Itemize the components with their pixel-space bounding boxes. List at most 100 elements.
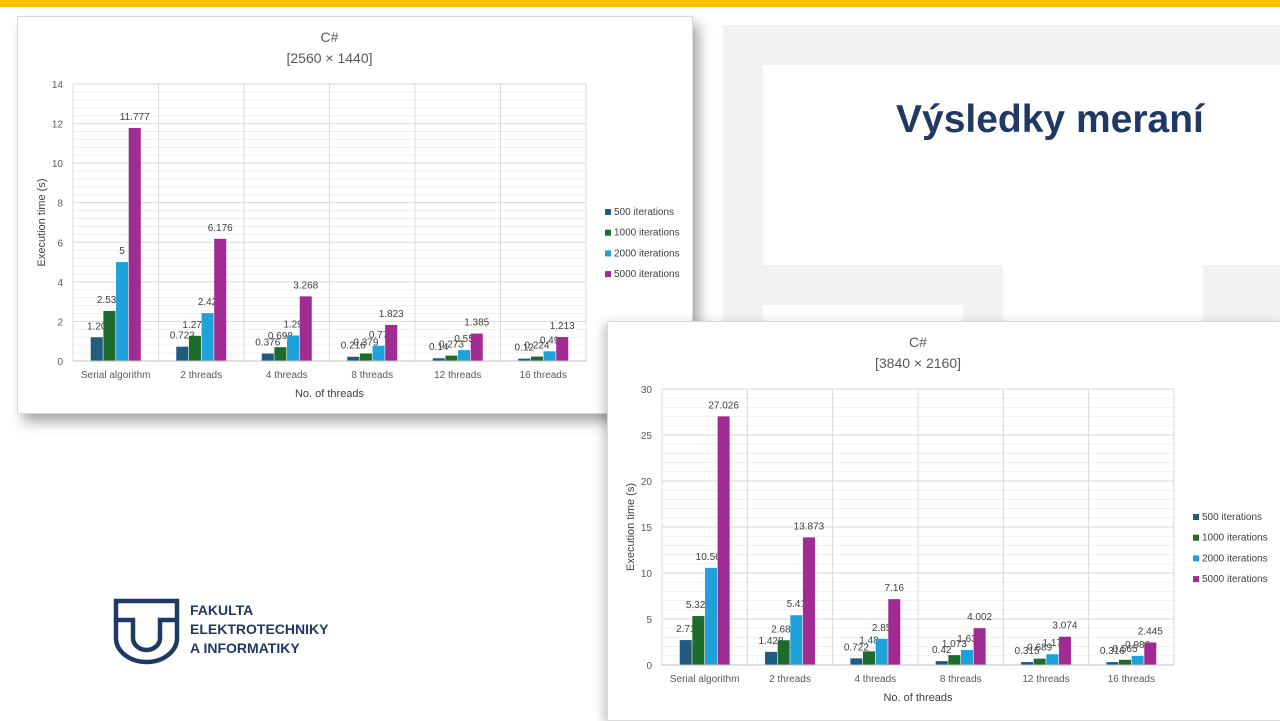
- bar: [458, 350, 471, 361]
- data-label: 2.71: [676, 624, 696, 635]
- x-tick-label: Serial algorithm: [81, 370, 150, 381]
- y-tick-label: 0: [57, 357, 63, 368]
- data-label: 1.272: [182, 320, 207, 331]
- data-label: 1.823: [379, 309, 404, 320]
- data-label: 4.002: [967, 612, 992, 623]
- data-label: 1.17: [1043, 638, 1063, 649]
- data-label: 0.722: [844, 642, 869, 653]
- bar: [777, 640, 790, 665]
- data-label: 1.213: [550, 321, 575, 332]
- chart-title: C#: [909, 334, 927, 350]
- bar: [850, 658, 863, 665]
- data-label: 0.315: [1015, 646, 1040, 657]
- bar: [1144, 642, 1157, 665]
- chart-subtitle: [3840 × 2160]: [875, 355, 961, 371]
- legend-swatch: [605, 271, 611, 278]
- background-panel-inner: [763, 65, 1280, 265]
- chart-card-2560x1440: C# [2560 × 1440] 0 2 4 6 8 10 12 14 1.20 2.531 5 11.7…: [17, 16, 693, 414]
- data-label: 2.689: [771, 624, 796, 635]
- bar: [188, 335, 201, 361]
- x-tick-label: Serial algorithm: [670, 674, 739, 685]
- y-tick-label: 0: [646, 661, 652, 672]
- bar: [948, 655, 961, 665]
- x-tick-label: 16 threads: [1108, 674, 1155, 685]
- data-label: 0.316: [1100, 646, 1125, 657]
- data-label: 1.428: [759, 636, 784, 647]
- bar: [274, 347, 287, 361]
- bar: [543, 351, 556, 361]
- bar: [679, 640, 692, 665]
- legend-swatch: [605, 229, 611, 236]
- y-tick-label: 30: [641, 385, 653, 396]
- data-label: 1.63: [957, 634, 977, 645]
- bar: [347, 356, 360, 361]
- legend-entry: 2000 iterations: [614, 248, 680, 259]
- bar: [1046, 654, 1059, 665]
- y-tick-label: 12: [52, 120, 64, 131]
- data-label: 0.723: [170, 331, 195, 342]
- bar: [90, 337, 103, 361]
- data-label: 0.376: [255, 338, 280, 349]
- bar: [299, 296, 312, 361]
- legend-swatch: [605, 250, 611, 257]
- data-label: 5: [119, 246, 125, 257]
- x-tick-label: 16 threads: [520, 370, 567, 381]
- bar: [261, 353, 274, 361]
- bar: [445, 355, 458, 361]
- x-tick-label: 4 threads: [854, 674, 896, 685]
- y-tick-label: 10: [641, 569, 653, 580]
- bar: [103, 310, 116, 361]
- data-label: 1.385: [464, 318, 489, 329]
- chart-card-3840x2160: C# [3840 × 2160] 0 5 10 15 20 25 30 2.71 5.322 10.5…: [607, 321, 1280, 721]
- data-label: 0.42: [932, 645, 952, 656]
- legend-entry: 500 iterations: [1202, 512, 1262, 523]
- data-label: 10.562: [696, 552, 727, 563]
- y-tick-label: 5: [646, 615, 652, 626]
- legend-swatch: [1193, 514, 1199, 520]
- bar: [863, 651, 876, 665]
- logo-text-line-2: ELEKTROTECHNIKY: [190, 621, 329, 637]
- data-label: 0.14: [429, 342, 449, 353]
- bar: [176, 346, 189, 361]
- y-tick-label: 6: [57, 238, 63, 249]
- legend-swatch: [1193, 555, 1199, 562]
- university-emblem-icon: [113, 598, 180, 665]
- data-label: 0.12: [515, 343, 535, 354]
- bar: [1119, 659, 1132, 665]
- data-label: 2.42: [198, 297, 218, 308]
- y-tick-label: 2: [57, 317, 63, 328]
- data-label: 2.445: [1138, 627, 1163, 638]
- data-label: 0.77: [369, 330, 389, 341]
- bar: [1033, 658, 1046, 665]
- logo-text-line-1: FAKULTA: [190, 602, 254, 618]
- bar: [214, 238, 227, 361]
- data-label: 27.026: [708, 400, 739, 411]
- data-label: 1.20: [87, 321, 107, 332]
- y-axis-title: Execution time (s): [36, 178, 48, 266]
- data-label: 0.698: [268, 331, 293, 342]
- bar: [518, 358, 531, 361]
- data-label: 0.55: [454, 334, 474, 345]
- bar: [116, 262, 129, 361]
- data-label: 6.176: [208, 223, 233, 234]
- bar: [960, 650, 973, 665]
- data-label: 2.531: [97, 295, 122, 306]
- x-tick-label: 2 threads: [180, 370, 222, 381]
- data-label: 1.48: [859, 635, 879, 646]
- data-label: 0.216: [341, 341, 366, 352]
- data-label: 3.268: [293, 280, 318, 291]
- data-label: 0.224: [524, 341, 549, 352]
- y-tick-label: 20: [641, 477, 653, 488]
- bar: [717, 416, 730, 665]
- bar: [432, 358, 445, 361]
- x-tick-label: 12 threads: [434, 370, 481, 381]
- legend-entry: 1000 iterations: [1202, 533, 1268, 544]
- legend-entry: 5000 iterations: [614, 269, 680, 280]
- y-tick-label: 15: [641, 523, 653, 534]
- data-label: 1.073: [942, 639, 967, 650]
- bar: [692, 616, 705, 665]
- legend-entry: 2000 iterations: [1202, 553, 1268, 564]
- x-tick-label: 2 threads: [769, 674, 811, 685]
- data-label: 0.565: [1113, 644, 1138, 655]
- bar: [704, 567, 717, 665]
